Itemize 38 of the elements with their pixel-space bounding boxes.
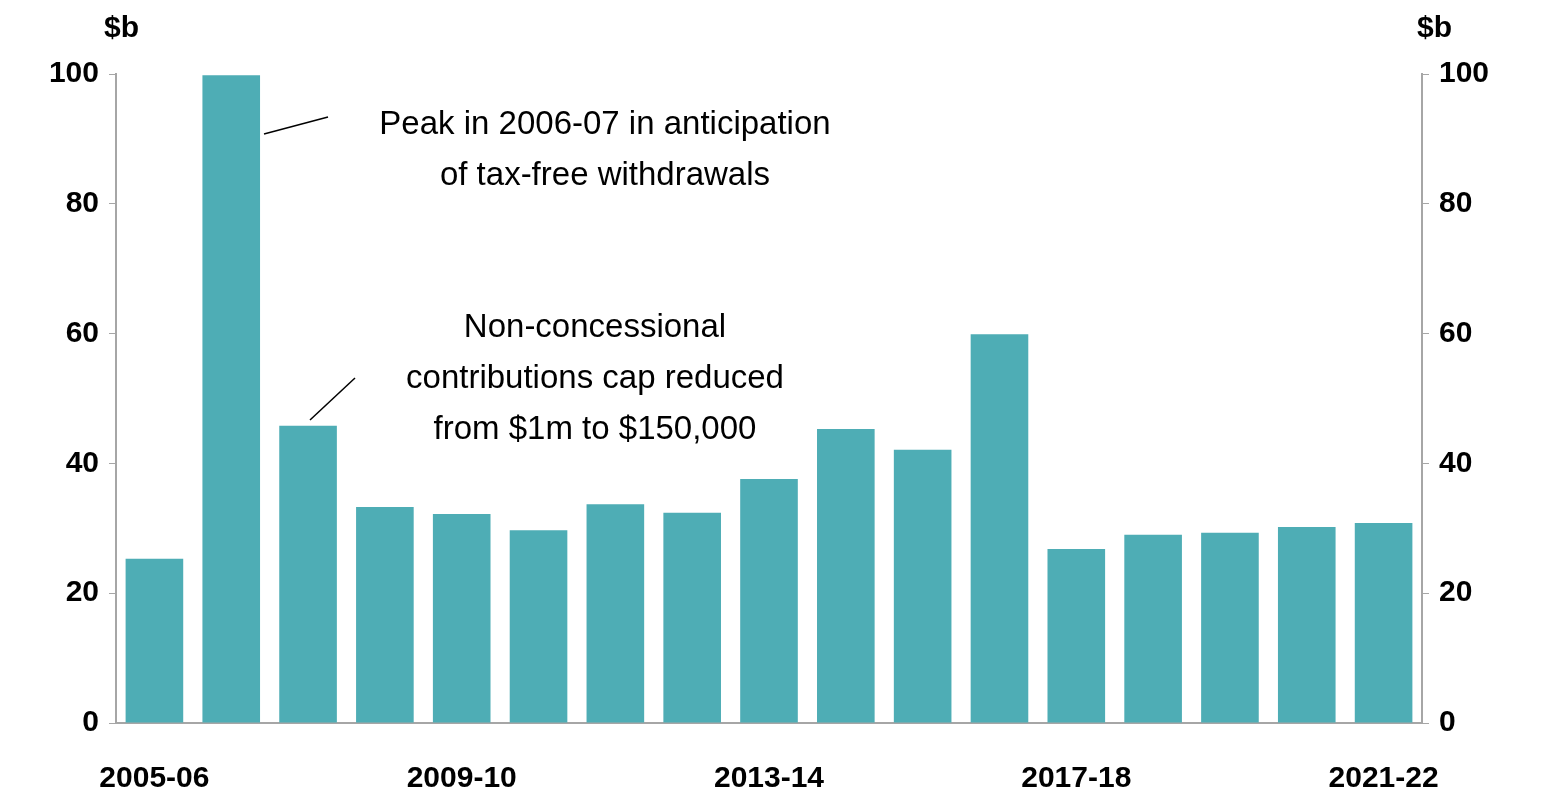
- y-tick-label: 40: [65, 444, 99, 478]
- bar: [893, 449, 952, 723]
- bar: [663, 512, 721, 723]
- y2-tick-label: 0: [1439, 704, 1456, 738]
- y-tick-label: 60: [65, 314, 99, 348]
- y2-tick-label: 60: [1439, 314, 1473, 348]
- annotation: Non-concessional contributions cap reduced from $1m to $150,000: [405, 306, 785, 448]
- y2-tick-label: 20: [1439, 574, 1473, 608]
- bar: [432, 514, 491, 723]
- bar: [125, 558, 184, 723]
- bar: [1354, 523, 1413, 723]
- bar: [279, 425, 337, 723]
- bar: [1201, 532, 1259, 723]
- bar: [356, 506, 414, 723]
- x-tick-label: 2017-18: [1021, 760, 1132, 794]
- bar: [970, 334, 1029, 723]
- x-tick-label: 2005-06: [99, 760, 210, 794]
- annotation: Peak in 2006-07 in anticipation of tax-free withdrawals: [378, 103, 832, 194]
- bar: [817, 429, 875, 723]
- y2-axis-title: $b: [1417, 10, 1453, 44]
- y-tick-label: 20: [65, 574, 99, 608]
- y-tick-label: 80: [65, 185, 99, 219]
- y2-tick-label: 40: [1439, 444, 1473, 478]
- x-tick-label: 2021-22: [1328, 760, 1439, 794]
- bar: [509, 530, 568, 723]
- bar: [586, 504, 645, 723]
- y2-tick-label: 80: [1439, 185, 1473, 219]
- x-tick-label: 2009-10: [406, 760, 517, 794]
- y2-tick-label: 100: [1439, 55, 1490, 89]
- bar: [740, 478, 798, 723]
- bar: [1124, 534, 1182, 723]
- bar: [202, 75, 261, 723]
- x-tick-label: 2013-14: [713, 760, 825, 794]
- bar: [1277, 527, 1336, 723]
- y-axis-title: $b: [104, 10, 140, 44]
- y-tick-label: 100: [48, 55, 99, 89]
- bar: [1047, 549, 1106, 723]
- y-tick-label: 0: [82, 704, 99, 738]
